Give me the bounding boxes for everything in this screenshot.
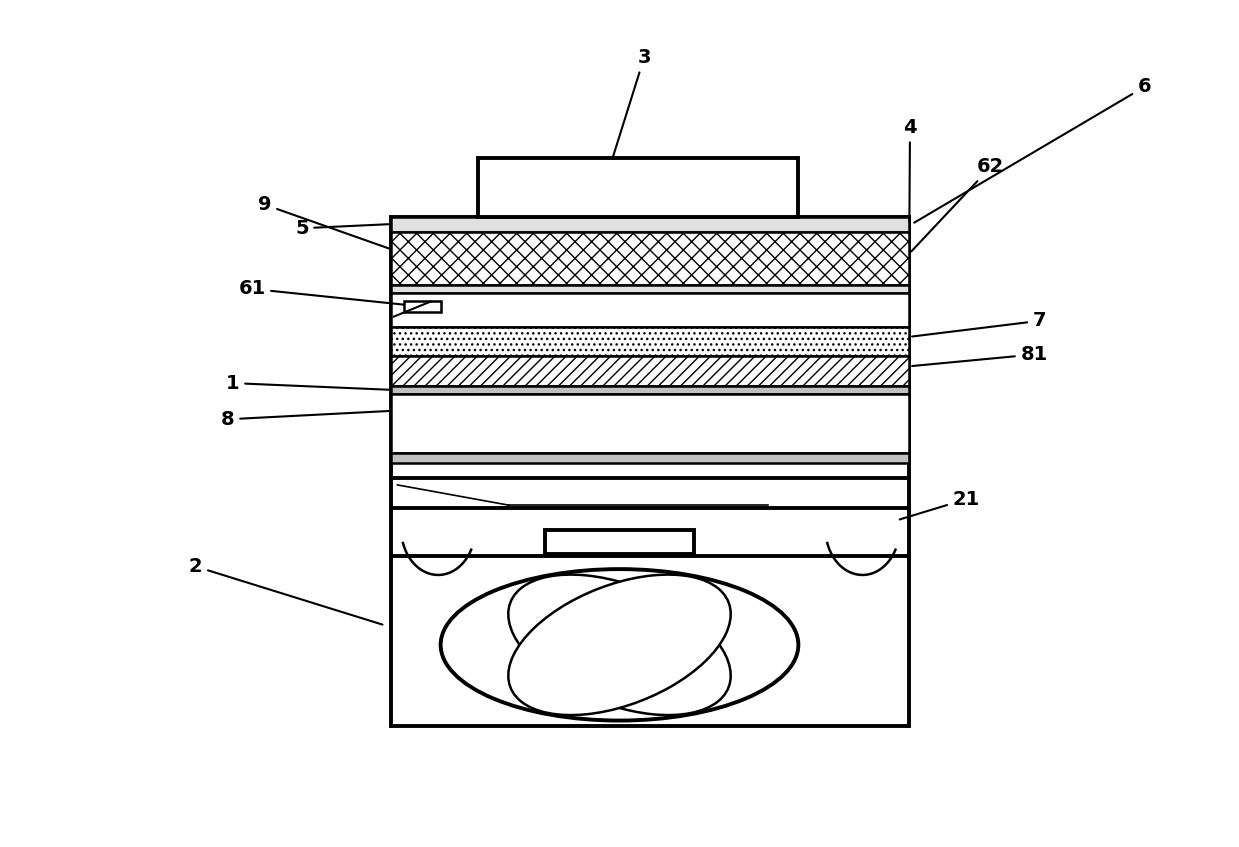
- Bar: [392, 394, 909, 453]
- Bar: [392, 285, 909, 293]
- Text: 61: 61: [238, 280, 419, 307]
- Text: 5: 5: [295, 219, 389, 238]
- Text: 4: 4: [903, 118, 917, 222]
- Bar: [392, 385, 909, 394]
- Bar: [478, 158, 798, 218]
- Text: 3: 3: [608, 48, 650, 173]
- Bar: [392, 453, 909, 463]
- Text: 1: 1: [225, 374, 389, 393]
- Text: 6: 6: [914, 77, 1151, 223]
- Text: 21: 21: [900, 490, 980, 519]
- Text: 7: 7: [912, 312, 1046, 336]
- Bar: [392, 232, 909, 285]
- Text: 81: 81: [912, 345, 1048, 366]
- Bar: [392, 293, 909, 327]
- Bar: [392, 218, 909, 232]
- Bar: [392, 327, 909, 357]
- Ellipse shape: [508, 574, 731, 715]
- Text: 8: 8: [221, 410, 389, 429]
- Bar: [404, 302, 441, 312]
- Text: 9: 9: [258, 195, 389, 248]
- Text: 2: 2: [190, 557, 383, 624]
- Bar: [392, 218, 909, 479]
- Ellipse shape: [441, 569, 798, 721]
- Bar: [545, 530, 694, 554]
- Bar: [392, 507, 909, 727]
- Ellipse shape: [508, 574, 731, 715]
- Text: 62: 62: [911, 158, 1005, 252]
- Bar: [392, 357, 909, 385]
